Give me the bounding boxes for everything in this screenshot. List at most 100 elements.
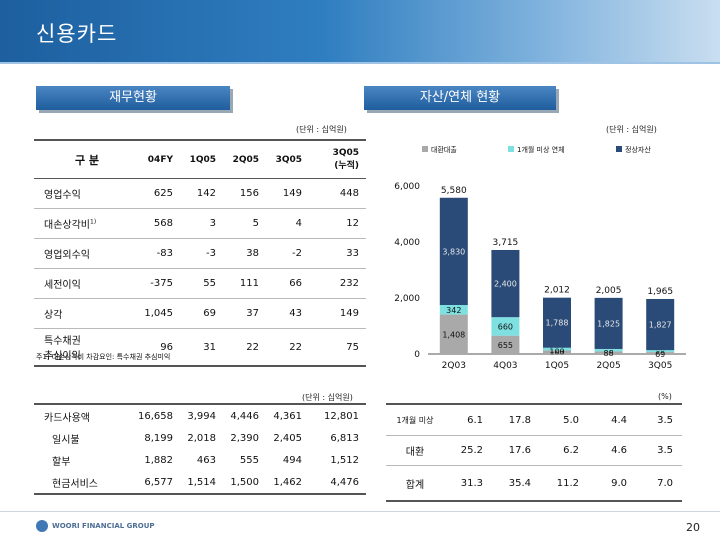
legend-swatch [508, 146, 514, 152]
row-label: 상각 [34, 298, 130, 329]
cell: 31 [180, 328, 223, 367]
legend-label: 정상자산 [625, 145, 651, 154]
delinquency-table: 1개월 미상 6.1 17.8 5.0 4.4 3.5 대환 25.2 17.6… [386, 403, 682, 502]
cell: 55 [180, 268, 223, 299]
cell: 3,994 [180, 403, 223, 427]
bar-segment [439, 305, 468, 315]
y-tick-label: 2,000 [394, 294, 420, 304]
segment-label: 342 [446, 306, 461, 315]
bar-segment [646, 352, 675, 354]
row-label-line2: 추심이익 [44, 351, 81, 362]
header-col: 1Q05 [180, 139, 223, 179]
x-tick-label: 3Q05 [648, 361, 672, 371]
cell: 3 [180, 208, 223, 239]
cell: 7.0 [636, 465, 682, 502]
header-col: 04FY [130, 139, 180, 179]
cell: 1,500 [223, 471, 266, 495]
cell: 22 [223, 328, 266, 367]
cell: 5.0 [540, 403, 588, 436]
row-label: 대환 [386, 435, 444, 466]
cell: 38 [223, 238, 266, 269]
cell: 4.4 [588, 403, 636, 436]
bar-segment [594, 348, 623, 352]
segment-label: 100 [549, 348, 564, 357]
card-usage-table: 카드사용액 16,658 3,994 4,446 4,361 12,801 일시… [34, 403, 366, 495]
bar-segment [439, 197, 468, 305]
unit-label-usage: (단위 : 십억원) [302, 393, 353, 402]
table-row: 현금서비스 6,577 1,514 1,500 1,462 4,476 [34, 471, 366, 495]
cell: 17.6 [492, 435, 540, 466]
cell: 568 [130, 208, 180, 239]
segment-label: 1,825 [597, 319, 620, 328]
legend-label: 1개월 미상 연체 [517, 145, 565, 154]
cell: 625 [130, 178, 180, 209]
cell: 25.2 [444, 435, 492, 466]
cell: 12,801 [309, 403, 366, 427]
header-category: 구 분 [34, 139, 130, 179]
cell: 142 [180, 178, 223, 209]
cell: 3.5 [636, 435, 682, 466]
table-row: 상각 1,045 69 37 43 149 [34, 298, 366, 329]
footer-divider [0, 511, 720, 512]
bar-segment [543, 347, 571, 351]
x-tick-label: 4Q03 [493, 361, 517, 371]
cell: 69 [180, 298, 223, 329]
footnote-marker: 1) [90, 218, 97, 226]
cell: -375 [130, 268, 180, 299]
table-row: 1개월 미상 6.1 17.8 5.0 4.4 3.5 [386, 403, 682, 436]
cell: 448 [309, 178, 366, 209]
x-tick-label: 2Q05 [596, 361, 620, 371]
cell: 494 [282, 454, 302, 466]
bar-segment [543, 297, 571, 348]
cell: 33 [309, 238, 366, 269]
row-label: 세전이익 [34, 268, 130, 299]
cell: 12 [309, 208, 366, 239]
row-label: 대손상각비1) [34, 208, 130, 239]
segment-label: 88 [604, 349, 614, 358]
cell: 4 [266, 208, 309, 239]
bar-segment [491, 335, 520, 354]
cell: 6.2 [540, 435, 588, 466]
segment-label: 1,827 [649, 321, 672, 330]
y-tick-label: 0 [414, 350, 420, 360]
cell: 1,882 [144, 454, 173, 466]
pct-label: (%) [658, 392, 672, 401]
cell: 1,512 [330, 454, 359, 466]
row-label: 합계 [386, 465, 444, 502]
banner-rule [0, 62, 720, 64]
table-row: 대손상각비1) 568 3 5 4 12 [34, 208, 366, 239]
financial-table: 구 분 04FY 1Q05 2Q05 3Q05 3Q05 (누적) 영업수익 62… [34, 139, 366, 367]
cell: 111 [223, 268, 266, 299]
cell: 6,813 [330, 432, 359, 444]
logo: WOORI FINANCIAL GROUP [52, 522, 155, 530]
row-label-text: 대손상각비 [44, 220, 90, 231]
table-row: 세전이익 -375 55 111 66 232 [34, 268, 366, 299]
row-label-line1: 특수채권 [44, 336, 81, 347]
segment-label: 1,788 [546, 319, 569, 328]
total-label: 5,580 [441, 186, 467, 196]
segment-label: 655 [498, 341, 513, 350]
cell: 11.2 [540, 465, 588, 502]
bar-segment [439, 314, 468, 354]
title-banner [0, 0, 720, 62]
y-tick-label: 6,000 [394, 182, 420, 192]
segment-label: 660 [498, 322, 513, 331]
segment-label: 1,408 [442, 330, 465, 339]
cell: -83 [130, 238, 180, 269]
table-row: 카드사용액 16,658 3,994 4,446 4,361 12,801 [34, 403, 366, 427]
cell: 4,476 [309, 471, 366, 495]
bar-segment [491, 249, 520, 318]
cell: 1,462 [266, 471, 309, 495]
cell: 6.1 [444, 403, 492, 436]
cell: 9.0 [588, 465, 636, 502]
x-tick-label: 2Q03 [442, 361, 466, 371]
total-label: 2,012 [544, 286, 570, 296]
cell: 4,361 [266, 403, 309, 427]
asset-delinquency-header: 자산/연체 현황 [364, 86, 556, 110]
cell: 16,658 [130, 403, 180, 427]
page-title: 신용카드 [36, 22, 118, 46]
row-label: 1개월 미상 [386, 403, 444, 436]
cell: -2 [266, 238, 309, 269]
cell: 6,577 [130, 471, 180, 495]
total-label: 3,715 [493, 238, 519, 248]
